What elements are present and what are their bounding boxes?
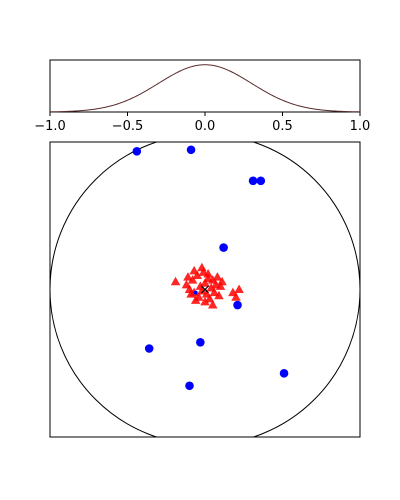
red-triangle-point [183,272,193,281]
top-panel: −1.0 −0.5 0.0 0.5 1.0 [34,59,370,134]
x-tick-label: 1.0 [350,119,371,134]
red-triangle-point [214,290,224,300]
blue-point [132,147,142,156]
red-triangle-point [192,270,202,280]
red-triangle-point [189,265,199,275]
top-x-ticks: −1.0 −0.5 0.0 0.5 1.0 [34,112,370,134]
red-triangle-point [170,276,181,286]
red-triangle-point [217,276,227,286]
red-triangle-point [200,296,210,306]
blue-point [219,243,228,252]
blue-point [144,344,154,353]
red-triangle-point [212,272,223,281]
red-triangle-point [231,292,241,301]
red-triangle-point [197,262,207,272]
red-triangle-point [209,287,220,297]
blue-point [233,300,242,310]
blue-point [279,369,289,378]
blue-point [185,381,194,391]
red-triangle-point [200,278,210,287]
red-triangle-point [208,300,218,309]
scatter-points [132,145,289,391]
blue-point [196,337,205,347]
x-tick-label: 0.5 [272,119,293,134]
x-tick-label: 0.0 [195,119,216,134]
x-tick-label: −0.5 [112,119,144,134]
bottom-axes-frame [49,141,361,438]
small-dot-marker [193,290,198,295]
red-triangle-point [186,289,196,298]
pdf-curve [49,64,361,113]
red-triangle-point [215,281,226,290]
red-triangle-point [197,286,207,295]
blue-point [256,176,266,186]
red-triangle-point [187,275,198,284]
blue-point [248,176,258,186]
red-triangle-point [203,268,213,278]
blue-point [186,145,196,155]
red-triangle-point [234,284,244,293]
red-triangle-point [204,293,215,303]
x-tick-label: −1.0 [34,119,66,134]
x-marker [201,285,209,294]
bottom-panel [49,141,361,438]
red-triangle-point [190,295,201,304]
